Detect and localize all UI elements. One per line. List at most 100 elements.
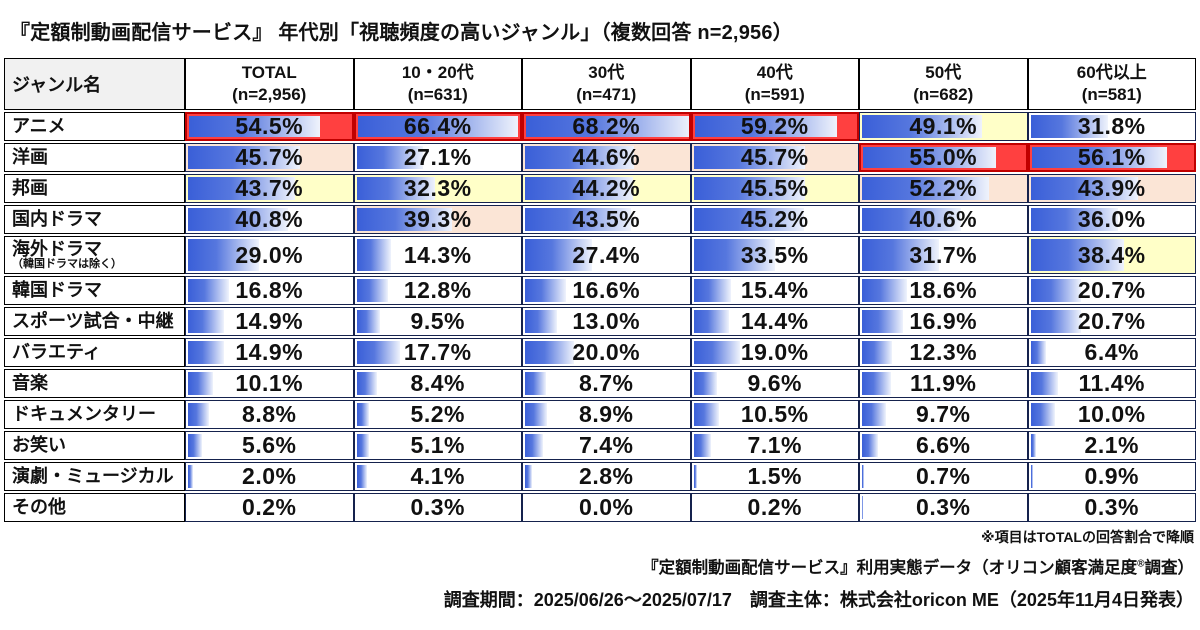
- genre-cell: アニメ: [4, 112, 185, 141]
- value-bar: [862, 310, 904, 333]
- value-label: 2.8%: [579, 463, 634, 489]
- value-label: 36.0%: [1077, 206, 1146, 232]
- genre-label: その他: [12, 497, 66, 518]
- value-cell: 66.4%: [353, 112, 522, 141]
- value-bar: [693, 279, 732, 302]
- value-cell: 27.4%: [522, 236, 691, 274]
- value-label: 10.1%: [235, 370, 304, 396]
- genre-cell: お笑い: [4, 431, 185, 460]
- value-bar: [188, 434, 202, 457]
- genre-cell: 韓国ドラマ: [4, 276, 185, 305]
- value-label: 16.6%: [572, 277, 641, 303]
- value-bar: [356, 208, 453, 231]
- value-cell: 12.3%: [859, 338, 1028, 367]
- value-bar: [525, 146, 634, 169]
- value-label: 0.0%: [579, 494, 634, 520]
- genre-cell: 音楽: [4, 369, 185, 398]
- value-bar: [188, 239, 259, 271]
- value-label: 31.7%: [909, 241, 978, 268]
- value-cell: 16.9%: [859, 307, 1028, 336]
- value-bar: [862, 279, 908, 302]
- value-bar: [1030, 465, 1033, 488]
- value-cell: 12.8%: [353, 276, 522, 305]
- value-bar: [525, 372, 547, 395]
- value-bar: [1030, 279, 1082, 302]
- value-cell: 43.9%: [1027, 174, 1196, 203]
- value-label: 43.5%: [572, 206, 641, 232]
- value-cell: 27.1%: [353, 143, 522, 172]
- value-bar: [356, 434, 369, 457]
- genre-column-header: ジャンル名: [4, 58, 185, 110]
- value-label: 29.0%: [235, 241, 304, 268]
- genre-cell: その他: [4, 493, 185, 522]
- value-label: 19.0%: [740, 339, 809, 365]
- value-label: 13.0%: [572, 308, 641, 334]
- value-label: 8.8%: [242, 401, 297, 427]
- value-cell: 54.5%: [185, 112, 354, 141]
- value-bar: [188, 208, 288, 231]
- table-row: その他 0.2% 0.3% 0.0% 0.2% 0.3% 0.3%: [4, 493, 1196, 522]
- value-cell: 39.3%: [353, 205, 522, 234]
- value-cell: 14.4%: [690, 307, 859, 336]
- value-bar: [862, 208, 962, 231]
- value-cell: 0.3%: [353, 493, 522, 522]
- value-cell: 20.7%: [1027, 307, 1196, 336]
- value-label: 5.2%: [410, 401, 465, 427]
- table-row: バラエティ 14.9% 17.7% 20.0% 19.0% 12.3% 6.4%: [4, 338, 1196, 367]
- value-label: 40.8%: [235, 206, 304, 232]
- value-cell: 11.9%: [859, 369, 1028, 398]
- value-label: 59.2%: [740, 113, 809, 139]
- value-cell: 33.5%: [690, 236, 859, 274]
- value-bar: [693, 177, 805, 200]
- value-label: 11.9%: [910, 370, 977, 396]
- value-label: 0.3%: [1084, 494, 1139, 520]
- value-label: 14.9%: [235, 308, 304, 334]
- table-row: 音楽 10.1% 8.4% 8.7% 9.6% 11.9% 11.4%: [4, 369, 1196, 398]
- value-bar: [356, 465, 367, 488]
- age-column-header: TOTAL (n=2,956): [185, 58, 354, 110]
- genre-label: 国内ドラマ: [12, 209, 102, 230]
- value-cell: 17.7%: [353, 338, 522, 367]
- genre-frequency-table: ジャンル名 TOTAL (n=2,956) 10・20代 (n=631) 30代 (n=4…: [4, 58, 1196, 524]
- value-cell: 45.7%: [690, 143, 859, 172]
- value-cell: 16.8%: [185, 276, 354, 305]
- genre-label: スポーツ試合・中継: [12, 311, 174, 332]
- value-bar: [525, 177, 633, 200]
- value-cell: 29.0%: [185, 236, 354, 274]
- value-label: 56.1%: [1077, 144, 1146, 170]
- value-label: 9.5%: [410, 308, 465, 334]
- value-cell: 10.1%: [185, 369, 354, 398]
- value-cell: 36.0%: [1027, 205, 1196, 234]
- value-bar: [188, 465, 193, 488]
- value-label: 44.6%: [572, 144, 641, 170]
- value-bar: [1030, 403, 1055, 426]
- value-cell: 59.2%: [690, 112, 859, 141]
- value-bar: [1030, 208, 1119, 231]
- value-label: 45.2%: [740, 206, 809, 232]
- age-column-header: 60代以上 (n=581): [1027, 58, 1196, 110]
- value-bar: [356, 279, 388, 302]
- value-bar: [356, 403, 370, 426]
- genre-cell: バラエティ: [4, 338, 185, 367]
- value-label: 20.0%: [572, 339, 641, 365]
- value-cell: 15.4%: [690, 276, 859, 305]
- value-bar: [693, 208, 804, 231]
- value-label: 10.0%: [1077, 401, 1146, 427]
- value-label: 0.3%: [916, 494, 971, 520]
- value-cell: 40.8%: [185, 205, 354, 234]
- value-label: 45.7%: [740, 144, 809, 170]
- value-label: 6.4%: [1084, 339, 1139, 365]
- value-bar: [356, 341, 400, 364]
- value-bar: [356, 177, 436, 200]
- value-bar: [693, 146, 806, 169]
- value-cell: 44.6%: [522, 143, 691, 172]
- value-cell: 2.0%: [185, 462, 354, 491]
- value-bar: [862, 372, 892, 395]
- value-label: 45.7%: [235, 144, 304, 170]
- value-cell: 8.4%: [353, 369, 522, 398]
- value-bar: [525, 279, 566, 302]
- value-cell: 44.2%: [522, 174, 691, 203]
- value-cell: 0.7%: [859, 462, 1028, 491]
- value-cell: 19.0%: [690, 338, 859, 367]
- table-row: ドキュメンタリー 8.8% 5.2% 8.9% 10.5% 9.7% 10.0%: [4, 400, 1196, 429]
